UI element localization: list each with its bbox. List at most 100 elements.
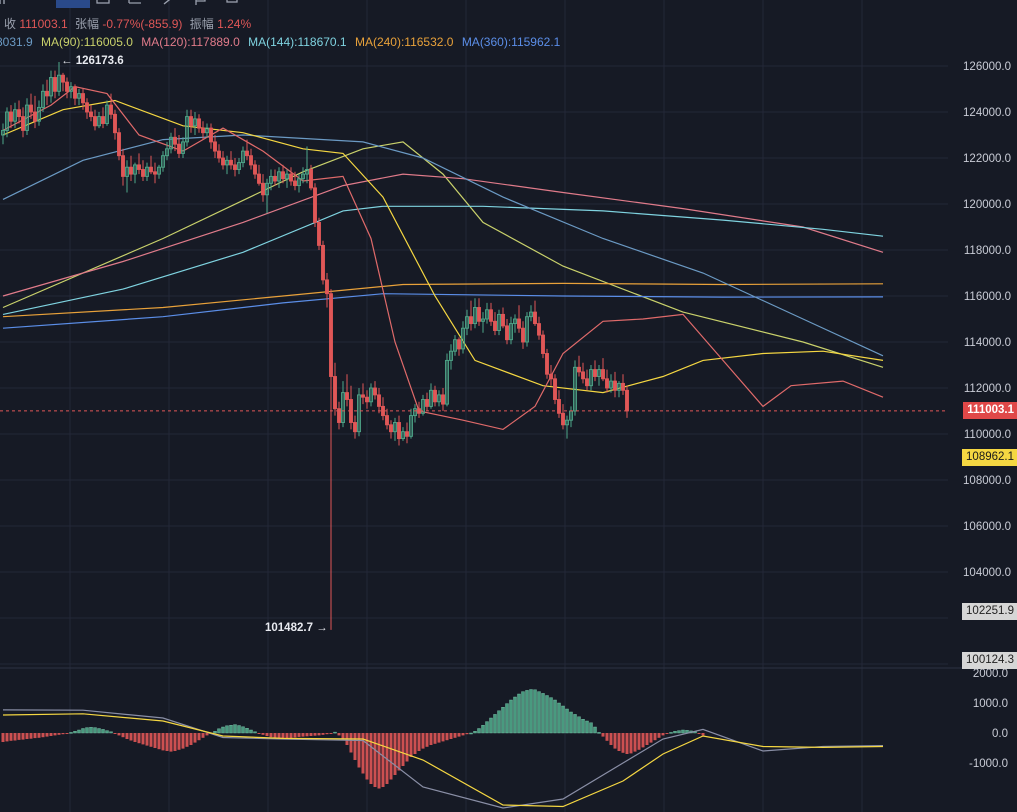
macd-bar [161,733,165,751]
macd-bar [333,731,337,734]
macd-bar [569,711,573,734]
macd-bar [589,722,593,734]
macd-bar [337,733,341,736]
price-tick-label: 122000.0 [963,153,1011,165]
low-price-badge: 100124.3 [962,652,1017,670]
macd-bar [137,733,141,744]
macd-bar [13,733,17,741]
candle-body [277,171,281,182]
candle-body [397,422,401,440]
candle-body [413,408,417,417]
macd-bar [469,732,473,735]
macd-bar [201,733,205,738]
macd-bar [545,695,549,734]
more-icon[interactable] [226,0,240,6]
macd-indicator [1,689,884,809]
draw-icon[interactable] [162,0,176,6]
candle-body [329,293,333,377]
candle-body [465,316,469,329]
candle-body [25,104,29,131]
candle-body [217,150,221,159]
ma-line [2,134,884,357]
candle-body [321,244,325,281]
candle-body [425,399,429,407]
compare-icon[interactable] [128,0,142,6]
macd-bar [121,733,125,738]
candle-body [293,180,297,187]
macd-bar [437,733,441,743]
macd-bar [153,733,157,748]
macd-bar [113,733,117,734]
candle-body [497,313,501,331]
macd-bar [309,733,313,736]
ma-legend-item[interactable]: MA(360):115962.1 [461,35,561,49]
macd-bar [553,699,557,734]
macd-bar [581,719,585,734]
candle-body [249,155,253,166]
candle-body [517,318,521,329]
candle-body [525,316,529,343]
macd-bar [185,733,189,747]
candle-body [537,323,541,336]
candlestick-series [1,62,629,630]
macd-bar [517,693,521,734]
candle-body [241,150,245,164]
macd-bar [273,733,277,739]
candle-body [93,116,97,127]
candle-body [361,394,365,398]
macd-bar [677,730,681,734]
macd-bar [165,733,169,751]
macd-bar [409,733,413,757]
candle-body [453,339,457,352]
candle-body [53,77,57,92]
ma-legend-item[interactable]: MA(90):116005.0 [41,35,133,49]
ma-legend: 8031.9 MA(90):116005.0 MA(120):117889.0 … [0,35,560,49]
macd-bar [461,733,465,736]
price-axis[interactable]: 104000.0 106000.0 108000.0 110000.0 112000.0… [963,61,1011,770]
candle-body [469,316,473,325]
flag-icon[interactable] [194,0,208,6]
macd-bar [497,710,501,734]
macd-bar [481,725,485,734]
candle-body [229,159,233,166]
candle-body [317,221,321,246]
candle-body [45,90,49,97]
macd-bar [289,733,293,739]
candle-body [41,90,45,108]
ma-legend-item[interactable]: MA(120):117889.0 [141,35,240,49]
price-tick-label: 126000.0 [963,61,1011,73]
candle-body [501,313,505,327]
candle-body [265,182,269,196]
ma-line [2,99,884,394]
window-icon[interactable] [96,0,110,6]
candle-body [137,164,141,170]
macd-bar [197,733,201,741]
price-tick-label: 114000.0 [964,337,1011,349]
macd-bar [117,733,121,736]
candle-body [105,104,109,124]
price-tick-label: 110000.0 [964,429,1011,441]
macd-bar [321,733,325,735]
macd-bar [501,707,505,734]
candle-body [513,318,517,325]
ma-legend-item[interactable]: MA(240):116532.0 [354,35,454,49]
macd-bar [25,733,29,739]
indicator-icon[interactable] [56,0,90,8]
macd-bar [349,733,353,753]
candle-body [597,369,601,377]
candle-body [509,323,513,341]
ma-legend-item[interactable]: MA(144):118670.1 [248,35,347,49]
macd-bar [493,714,497,734]
candle-body [445,359,449,405]
cursor-icon[interactable] [258,0,272,6]
candle-body [129,166,133,175]
macd-bar [701,733,705,736]
macd-bar [401,733,405,766]
candles-icon[interactable] [0,0,8,6]
macd-bar [149,733,153,747]
macd-bar [325,733,329,735]
macd-bar [61,733,65,735]
candle-body [301,173,305,180]
ma-legend-item[interactable]: 8031.9 [0,35,33,49]
